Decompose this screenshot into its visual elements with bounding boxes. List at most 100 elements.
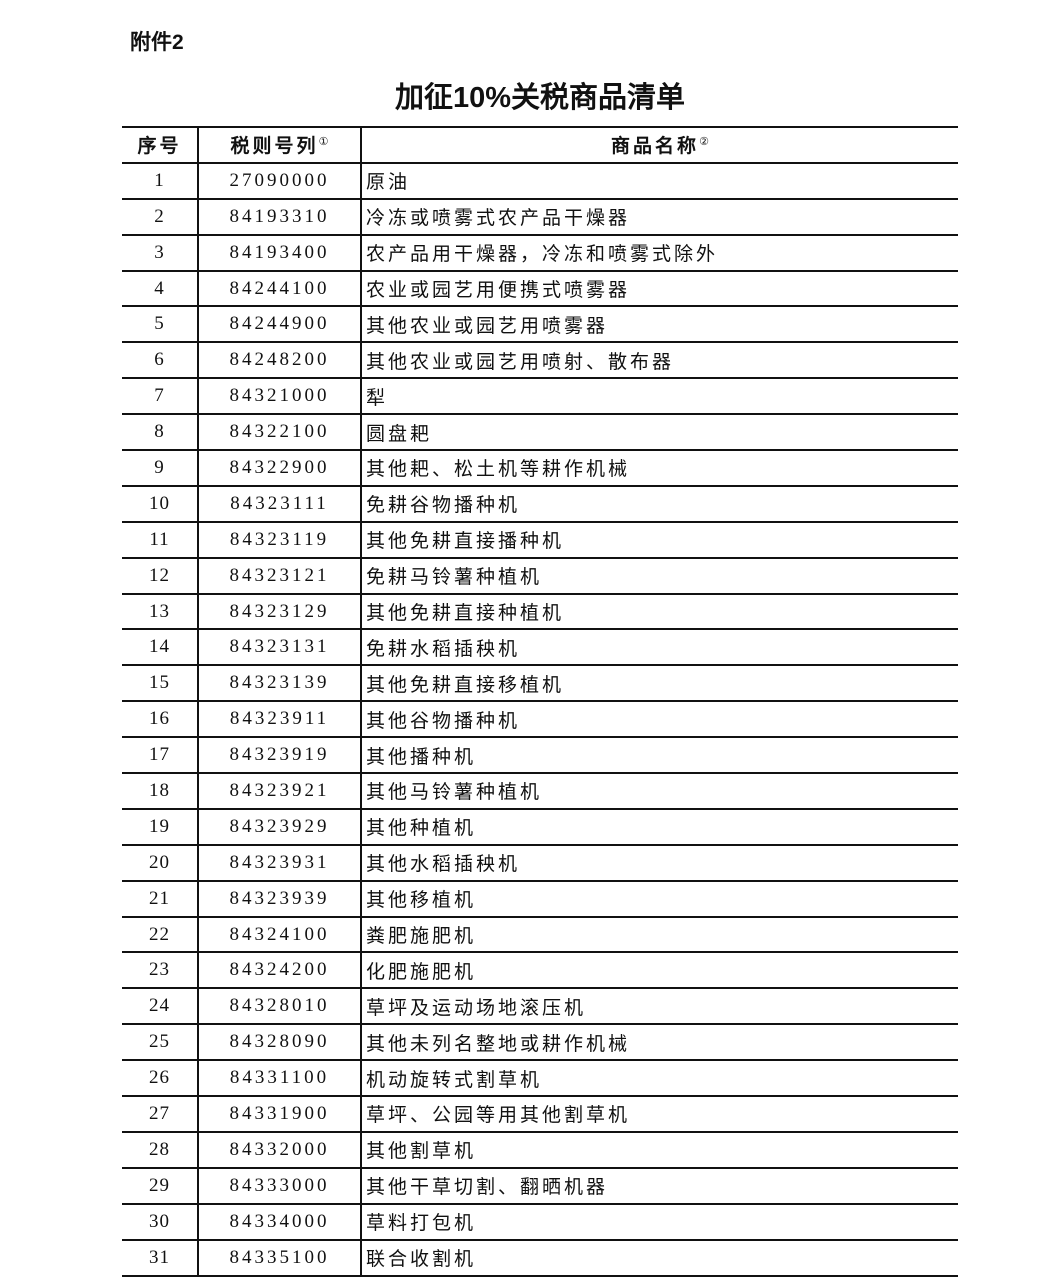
- tariff-code: 84323111: [197, 485, 361, 523]
- product-name: 其他谷物播种机: [360, 701, 958, 739]
- table-row: 19 84323929 其他种植机: [122, 808, 958, 846]
- tariff-code: 84248200: [197, 342, 361, 380]
- row-index: 1: [122, 162, 198, 200]
- header-name: 商品名称②: [360, 126, 958, 164]
- table-row: 14 84323131 免耕水稻插秧机: [122, 629, 958, 667]
- tariff-code: 84321000: [197, 378, 361, 416]
- footnote-marker: ①: [318, 136, 329, 149]
- table-row: 8 84322100 圆盘耙: [122, 414, 958, 452]
- tariff-code: 84323119: [197, 521, 361, 559]
- row-index: 19: [122, 808, 198, 846]
- table-row: 7 84321000 犁: [122, 378, 958, 416]
- row-index: 13: [122, 593, 198, 631]
- row-index: 30: [122, 1203, 198, 1241]
- product-name: 其他马铃薯种植机: [360, 773, 958, 810]
- table-row: 16 84323911 其他谷物播种机: [122, 701, 958, 739]
- table-row: 5 84244900 其他农业或园艺用喷雾器: [122, 306, 958, 344]
- product-name: 免耕谷物播种机: [360, 485, 958, 523]
- row-index: 29: [122, 1167, 198, 1205]
- row-index: 25: [122, 1024, 198, 1062]
- row-index: 8: [122, 414, 198, 452]
- row-index: 6: [122, 342, 198, 380]
- product-name: 其他农业或园艺用喷雾器: [360, 306, 958, 344]
- row-index: 23: [122, 952, 198, 990]
- table-row: 21 84323939 其他移植机: [122, 880, 958, 918]
- product-name: 其他农业或园艺用喷射、散布器: [360, 342, 958, 380]
- product-name: 粪肥施肥机: [360, 916, 958, 954]
- tariff-code: 84244900: [197, 306, 361, 344]
- product-name: 其他免耕直接移植机: [360, 665, 958, 703]
- tariff-code: 84334000: [197, 1203, 361, 1241]
- table-row: 15 84323139 其他免耕直接移植机: [122, 665, 958, 703]
- header-index: 序号: [122, 126, 198, 164]
- row-index: 7: [122, 378, 198, 416]
- table-row: 13 84323129 其他免耕直接种植机: [122, 593, 958, 631]
- table-row: 20 84323931 其他水稻插秧机: [122, 844, 958, 882]
- tariff-code: 84193400: [197, 234, 361, 272]
- product-name: 其他水稻插秧机: [360, 844, 958, 882]
- tariff-code: 84323911: [197, 701, 361, 739]
- row-index: 4: [122, 270, 198, 308]
- tariff-code: 84323921: [197, 773, 361, 810]
- product-name: 机动旋转式割草机: [360, 1060, 958, 1098]
- tariff-code: 84324100: [197, 916, 361, 954]
- product-name: 犁: [360, 378, 958, 416]
- header-index-label: 序号: [137, 136, 182, 158]
- tariff-code: 84244100: [197, 270, 361, 308]
- table-row: 17 84323919 其他播种机: [122, 737, 958, 775]
- product-name: 免耕水稻插秧机: [360, 629, 958, 667]
- product-name: 其他播种机: [360, 737, 958, 775]
- row-index: 28: [122, 1131, 198, 1169]
- tariff-code: 84323931: [197, 844, 361, 882]
- table-row: 6 84248200 其他农业或园艺用喷射、散布器: [122, 342, 958, 380]
- table-row: 24 84328010 草坪及运动场地滚压机: [122, 988, 958, 1026]
- table-row: 30 84334000 草料打包机: [122, 1203, 958, 1241]
- table-row: 3 84193400 农产品用干燥器，冷冻和喷雾式除外: [122, 234, 958, 272]
- product-name: 其他干草切割、翻晒机器: [360, 1167, 958, 1205]
- product-name: 冷冻或喷雾式农产品干燥器: [360, 198, 958, 236]
- tariff-code: 84323129: [197, 593, 361, 631]
- product-name: 其他耙、松土机等耕作机械: [360, 450, 958, 487]
- product-name: 其他种植机: [360, 808, 958, 846]
- row-index: 22: [122, 916, 198, 954]
- product-name: 联合收割机: [360, 1239, 958, 1277]
- tariff-code: 84322900: [197, 450, 361, 487]
- product-name: 化肥施肥机: [360, 952, 958, 990]
- tariff-code: 84335100: [197, 1239, 361, 1277]
- product-name: 农产品用干燥器，冷冻和喷雾式除外: [360, 234, 958, 272]
- row-index: 11: [122, 521, 198, 559]
- row-index: 12: [122, 557, 198, 595]
- tariff-code: 84331100: [197, 1060, 361, 1098]
- row-index: 17: [122, 737, 198, 775]
- product-name: 草坪、公园等用其他割草机: [360, 1096, 958, 1133]
- product-name: 其他免耕直接播种机: [360, 521, 958, 559]
- header-code-label: 税则号列: [230, 136, 319, 158]
- tariff-code: 84323929: [197, 808, 361, 846]
- product-name: 其他未列名整地或耕作机械: [360, 1024, 958, 1062]
- table-row: 12 84323121 免耕马铃薯种植机: [122, 557, 958, 595]
- product-name: 其他免耕直接种植机: [360, 593, 958, 631]
- tariff-code: 84323131: [197, 629, 361, 667]
- row-index: 14: [122, 629, 198, 667]
- header-code: 税则号列①: [197, 126, 361, 164]
- table-row: 29 84333000 其他干草切割、翻晒机器: [122, 1167, 958, 1205]
- tariff-code: 84324200: [197, 952, 361, 990]
- row-index: 16: [122, 701, 198, 739]
- tariff-code: 84323139: [197, 665, 361, 703]
- row-index: 26: [122, 1060, 198, 1098]
- row-index: 21: [122, 880, 198, 918]
- row-index: 18: [122, 773, 198, 810]
- product-name: 免耕马铃薯种植机: [360, 557, 958, 595]
- tariff-code: 84328010: [197, 988, 361, 1026]
- table-header-row: 序号 税则号列① 商品名称②: [122, 126, 958, 164]
- header-name-label: 商品名称: [611, 136, 700, 158]
- row-index: 20: [122, 844, 198, 882]
- tariff-code: 84331900: [197, 1096, 361, 1133]
- product-name: 圆盘耙: [360, 414, 958, 452]
- tariff-code: 84328090: [197, 1024, 361, 1062]
- footnote-marker: ②: [699, 136, 709, 149]
- table-row: 27 84331900 草坪、公园等用其他割草机: [122, 1096, 958, 1133]
- product-name: 农业或园艺用便携式喷雾器: [360, 270, 958, 308]
- product-name: 草料打包机: [360, 1203, 958, 1241]
- row-index: 15: [122, 665, 198, 703]
